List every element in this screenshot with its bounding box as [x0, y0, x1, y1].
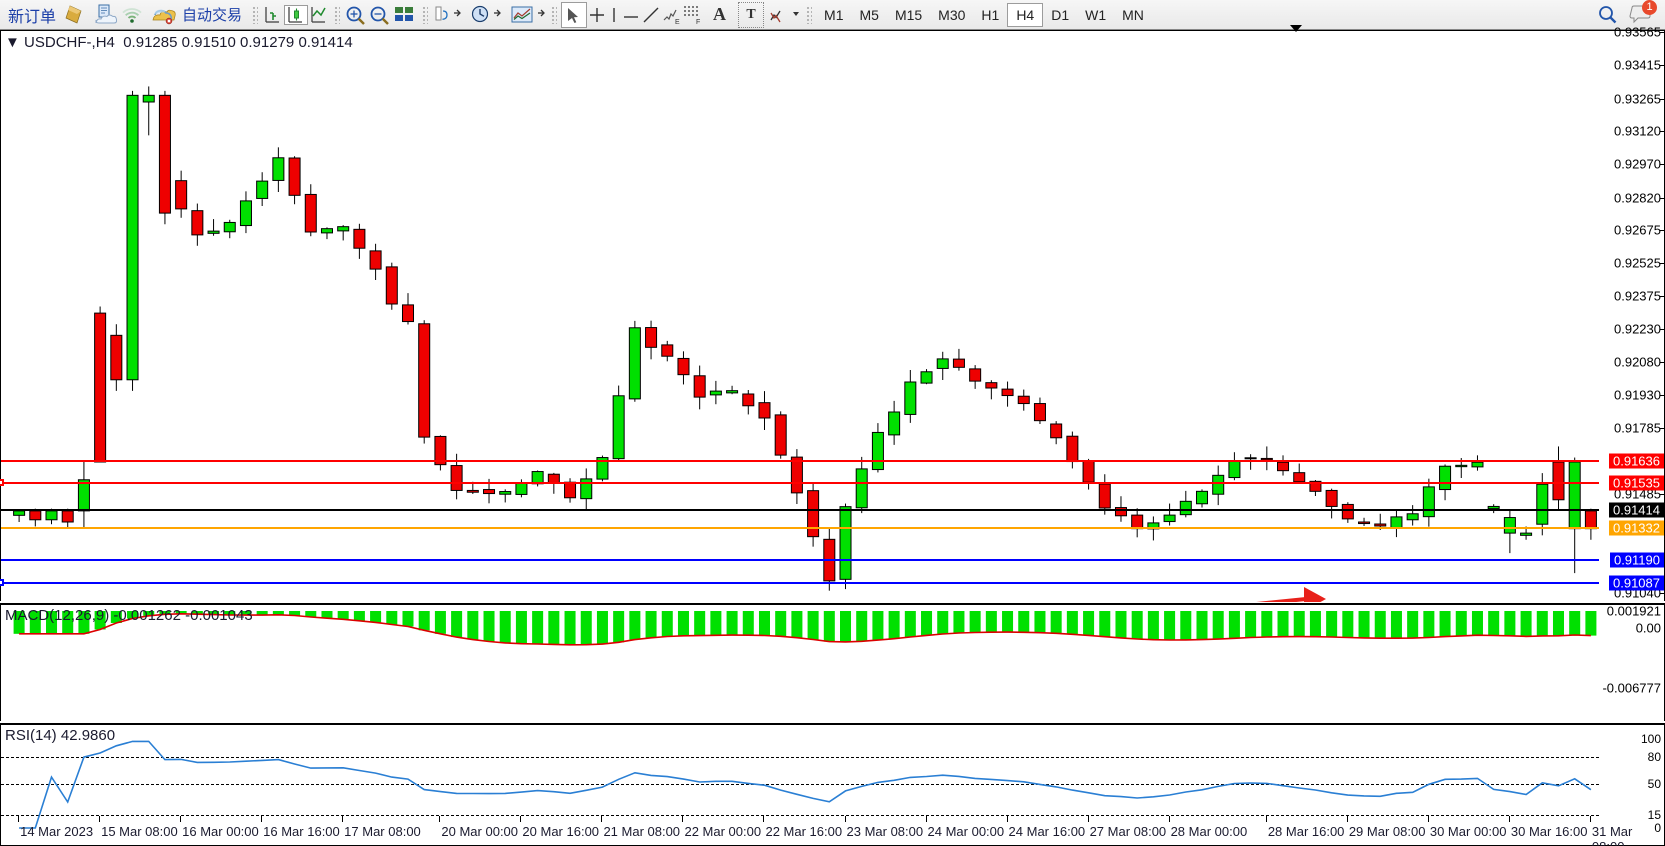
svg-text:E: E: [675, 19, 680, 25]
svg-text:F: F: [696, 19, 700, 25]
